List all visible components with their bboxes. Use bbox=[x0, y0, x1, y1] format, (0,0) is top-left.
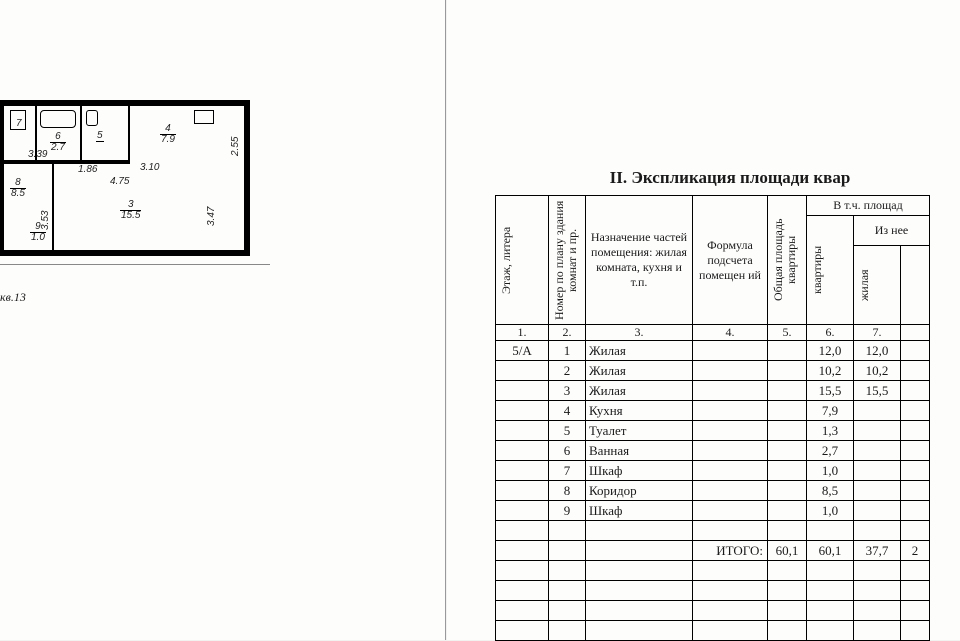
table-row: 4Кухня7,9 bbox=[496, 401, 930, 421]
room-5-label: 5 bbox=[96, 130, 104, 142]
col-5-header: Общая площадь квартиры bbox=[771, 196, 799, 324]
dim-255: 2.55 bbox=[230, 137, 241, 156]
col-4-header: Формула подсчета помещен ий bbox=[693, 196, 768, 325]
table-row bbox=[496, 561, 930, 581]
col-1-header: Этаж, литера bbox=[499, 196, 514, 324]
room-6-label: 62.7 bbox=[50, 132, 66, 153]
col-7-header: жилая bbox=[857, 246, 872, 324]
table-row: 2Жилая10,210,2 bbox=[496, 361, 930, 381]
table-row: 5Туалет1,3 bbox=[496, 421, 930, 441]
dim-186: 1.86 bbox=[78, 164, 97, 175]
bathtub-icon bbox=[40, 110, 76, 128]
col-3-header: Назначение частей помещения: жилая комна… bbox=[586, 196, 693, 325]
table-row: 5/А1Жилая12,012,0 bbox=[496, 341, 930, 361]
table-row bbox=[496, 521, 930, 541]
room-7-label: 7 bbox=[15, 118, 23, 130]
room-8-label: 88.5 bbox=[10, 178, 26, 199]
table-row: 6Ванная2,7 bbox=[496, 441, 930, 461]
table-row: 7Шкаф1,0 bbox=[496, 461, 930, 481]
room-4-label: 47.9 bbox=[160, 124, 176, 145]
toilet-icon bbox=[86, 110, 98, 126]
dim-347: 3.47 bbox=[206, 207, 217, 226]
explication-table: Этаж, литера Номер по плану здания комна… bbox=[495, 195, 930, 641]
totals-row: ИТОГО:60,160,137,72 bbox=[496, 541, 930, 561]
section-title: II. Экспликация площади квар bbox=[500, 168, 960, 188]
left-page: 62.7 7 5 47.9 315.5 88.5 91.0 3.39 1.86 … bbox=[0, 0, 446, 640]
dim-339: 3.39 bbox=[28, 149, 47, 160]
table-row bbox=[496, 581, 930, 601]
table-row: 3Жилая15,515,5 bbox=[496, 381, 930, 401]
super-header-including: В т.ч. площад bbox=[807, 196, 930, 216]
col-2-header: Номер по плану здания комнат и пр. bbox=[552, 196, 580, 324]
room-3-label: 315.5 bbox=[120, 200, 141, 221]
table-row bbox=[496, 601, 930, 621]
sink-icon bbox=[194, 110, 214, 124]
table-row: 8Коридор8,5 bbox=[496, 481, 930, 501]
super-header-subset: Из нее bbox=[854, 216, 930, 246]
dim-475: 4.75 bbox=[110, 176, 129, 187]
right-page: II. Экспликация площади квар Этаж, литер… bbox=[447, 0, 960, 640]
col-6-header: квартиры bbox=[810, 221, 825, 319]
table-row: 9Шкаф1,0 bbox=[496, 501, 930, 521]
dim-353: 3.53 bbox=[40, 211, 51, 230]
dim-310: 3.10 bbox=[140, 162, 159, 173]
column-numbers-row: 1. 2. 3. 4. 5. 6. 7. bbox=[496, 325, 930, 341]
apartment-label: кв.13 bbox=[0, 290, 26, 305]
table-row bbox=[496, 621, 930, 641]
